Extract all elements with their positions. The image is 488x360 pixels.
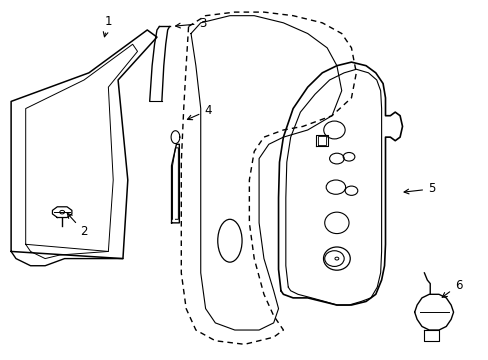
Text: 1: 1 xyxy=(103,14,112,37)
Text: 5: 5 xyxy=(403,183,434,195)
Text: 2: 2 xyxy=(67,213,88,238)
Text: 3: 3 xyxy=(175,17,206,30)
Text: 6: 6 xyxy=(441,279,461,297)
Text: 4: 4 xyxy=(187,104,211,120)
